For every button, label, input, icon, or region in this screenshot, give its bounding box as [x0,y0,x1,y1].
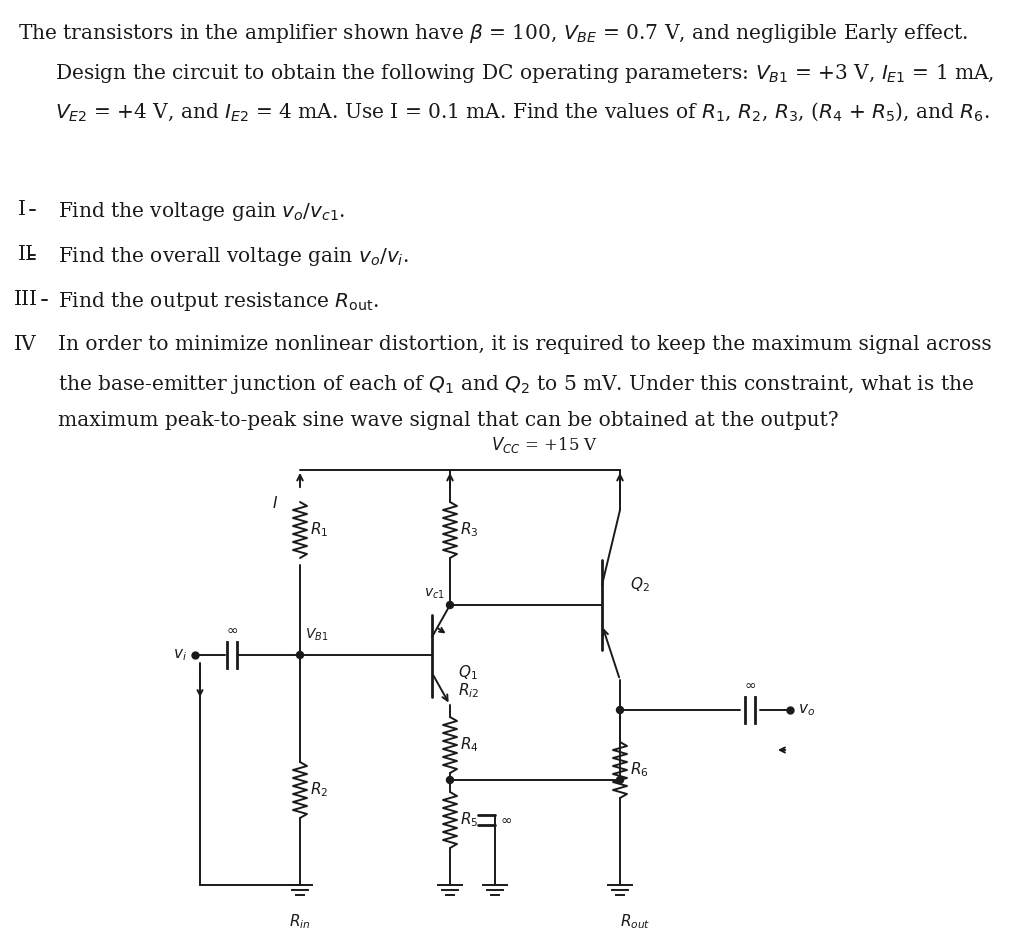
Circle shape [446,602,454,608]
Text: $V_{CC}$ = +15 V: $V_{CC}$ = +15 V [492,435,599,455]
Text: Find the output resistance $R_\mathrm{out}$.: Find the output resistance $R_\mathrm{ou… [58,290,379,313]
Text: $R_{i2}$: $R_{i2}$ [458,682,479,700]
Text: $R_4$: $R_4$ [460,735,478,754]
Text: $R_2$: $R_2$ [310,780,329,799]
Text: $\infty$: $\infty$ [744,678,756,692]
Text: $I$: $I$ [272,495,278,511]
Text: Design the circuit to obtain the following DC operating parameters: $V_{B1}$ = +: Design the circuit to obtain the followi… [55,62,994,85]
Text: maximum peak-to-peak sine wave signal that can be obtained at the output?: maximum peak-to-peak sine wave signal th… [58,411,839,430]
Text: $V_{B1}$: $V_{B1}$ [305,626,329,643]
Circle shape [616,777,624,783]
Circle shape [297,652,303,658]
Text: $v_o$: $v_o$ [798,702,815,717]
Text: IV: IV [14,335,37,354]
Text: $v_i$: $v_i$ [173,647,187,663]
Text: II: II [18,245,34,264]
Text: the base-emitter junction of each of $Q_1$ and $Q_2$ to 5 mV. Under this constra: the base-emitter junction of each of $Q_… [58,373,974,396]
Text: Find the overall voltage gain $v_o/v_i$.: Find the overall voltage gain $v_o/v_i$. [58,245,409,268]
Text: $R_3$: $R_3$ [460,520,478,539]
Text: $R_{out}$: $R_{out}$ [620,912,650,931]
Circle shape [616,706,624,714]
Text: $R_{in}$: $R_{in}$ [289,912,311,931]
Text: The transistors in the amplifier shown have $\beta$ = 100, $V_{BE}$ = 0.7 V, and: The transistors in the amplifier shown h… [18,22,969,45]
Text: $v_{c1}$: $v_{c1}$ [424,587,445,601]
Text: $R_5$: $R_5$ [460,810,478,829]
Text: $R_6$: $R_6$ [630,761,649,779]
Text: III: III [14,290,38,309]
Text: $\infty$: $\infty$ [226,623,238,637]
Text: Find the voltage gain $v_o/v_{c1}$.: Find the voltage gain $v_o/v_{c1}$. [58,200,345,223]
Text: I: I [18,200,26,219]
Text: $V_{E2}$ = +4 V, and $I_{E2}$ = 4 mA. Use I = 0.1 mA. Find the values of $R_1$, : $V_{E2}$ = +4 V, and $I_{E2}$ = 4 mA. Us… [55,100,990,123]
Text: In order to minimize nonlinear distortion, it is required to keep the maximum si: In order to minimize nonlinear distortio… [58,335,991,354]
Circle shape [446,777,454,783]
Text: $\infty$: $\infty$ [500,813,512,827]
Text: $R_1$: $R_1$ [310,520,329,539]
Text: $Q_2$: $Q_2$ [630,576,649,594]
Text: $Q_1$: $Q_1$ [458,663,478,682]
